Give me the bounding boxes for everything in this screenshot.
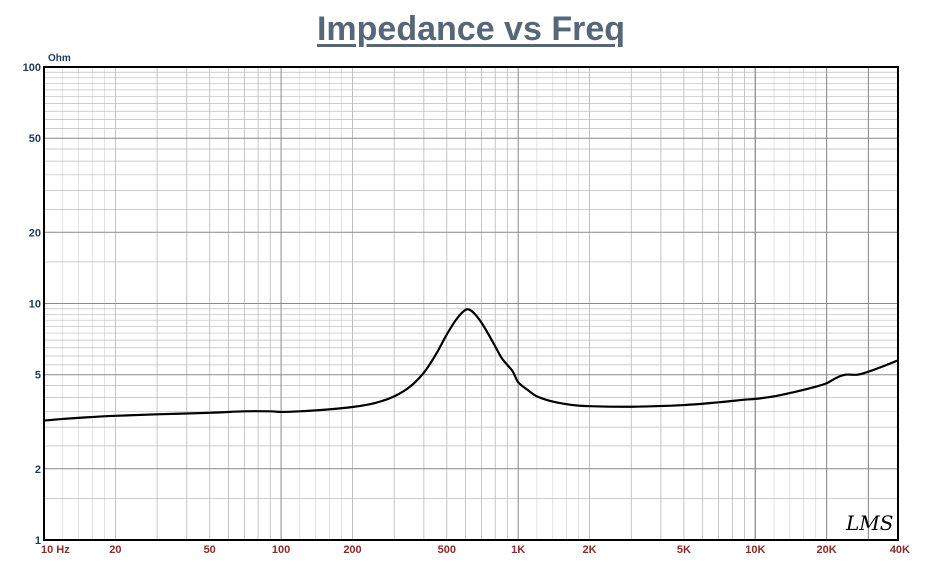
y-tick-label: 100 [23,62,41,74]
impedance-series-line [43,308,899,422]
x-tick-label: 100 [272,544,290,556]
y-tick-label: 10 [29,299,41,311]
y-tick-label: 1 [35,535,41,547]
x-tick-label: 40K [890,544,910,556]
x-tick-label: 50 [204,544,216,556]
x-tick-label: 5K [677,544,691,556]
plot-frame [43,66,899,541]
y-tick-label: 5 [35,370,41,382]
x-tick-label: 20 [109,544,121,556]
x-tick-label: 10 Hz [41,544,70,556]
series-layer [43,308,899,422]
y-tick-labels: 100 50 20 10 5 2 1 [23,62,41,547]
y-tick-label: 50 [29,133,41,145]
chart-title: Impedance vs Freq [316,10,625,48]
x-tick-labels: 10 Hz 20 50 100 200 500 1K 2K 5K 10K 20K 40K [41,544,910,556]
x-tick-label: 200 [343,544,361,556]
y-axis-unit: Ohm [48,53,71,64]
y-tick-label: 2 [35,464,41,476]
x-tick-label: 10K [745,544,765,556]
lms-logo: LMS [845,511,893,535]
y-tick-label: 20 [29,227,41,239]
major-grid [43,67,899,540]
x-tick-label: 2K [582,544,596,556]
x-tick-label: 500 [438,544,456,556]
x-tick-label: 1K [511,544,525,556]
x-tick-label: 20K [817,544,837,556]
